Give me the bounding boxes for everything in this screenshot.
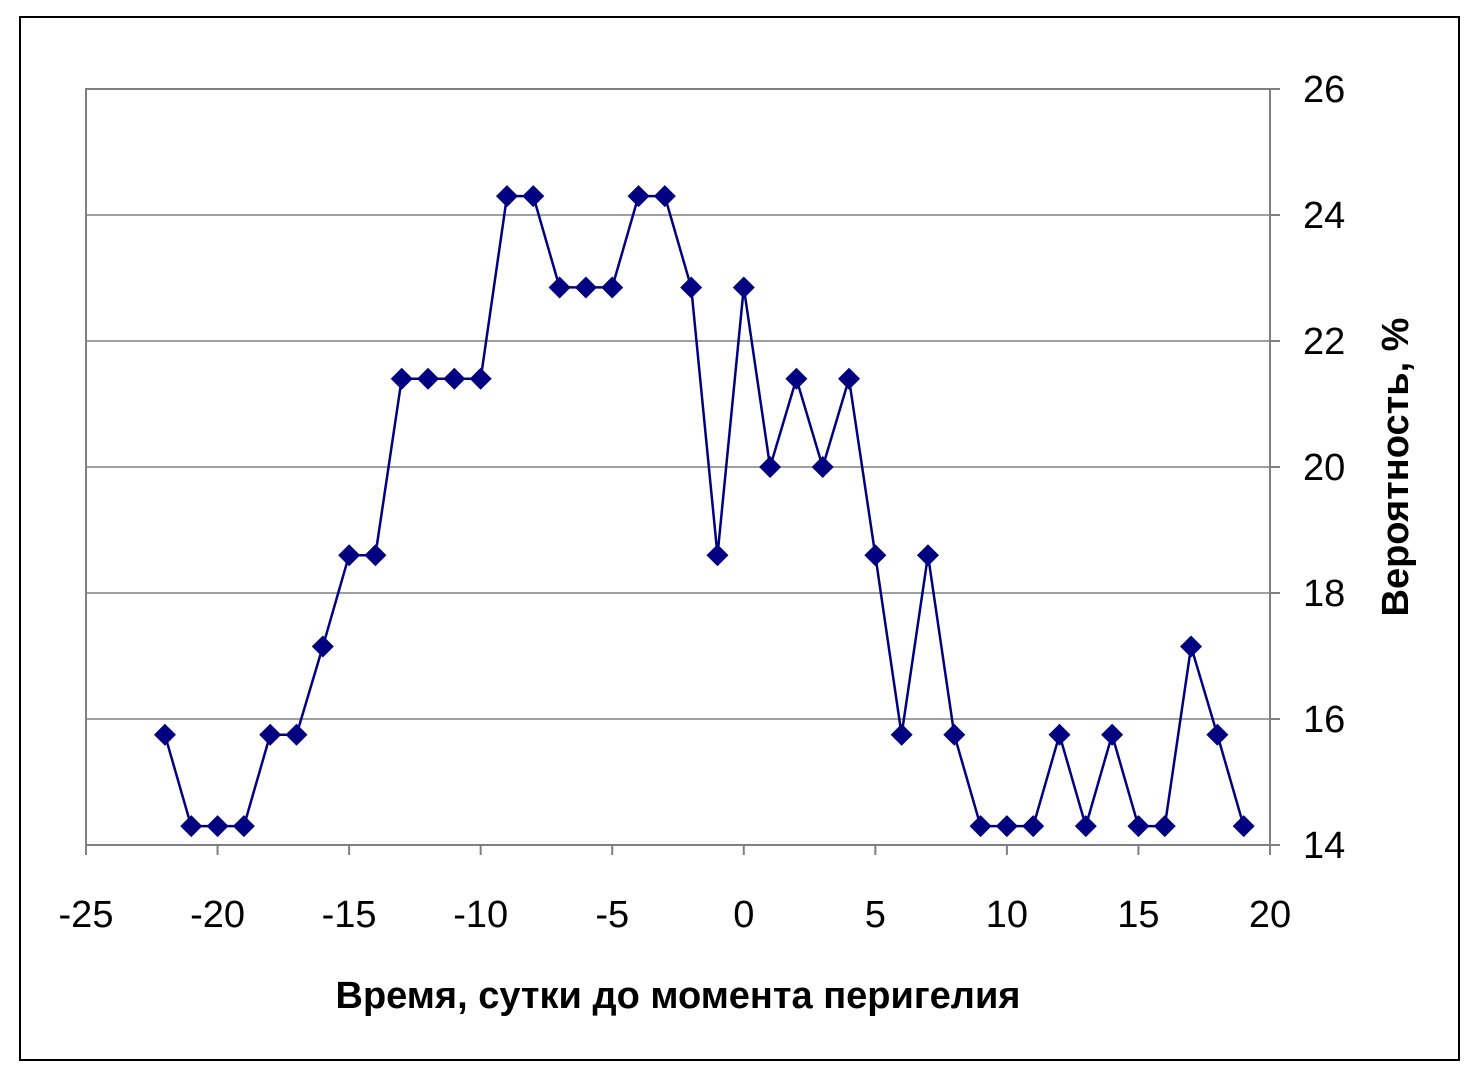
x-axis-title: Время, сутки до момента перигелия [336, 975, 1021, 1017]
y-tick-label-1: 16 [1303, 699, 1345, 741]
data-point [417, 367, 440, 390]
x-tick-label-9: 20 [1249, 894, 1291, 936]
y-axis-title: Вероятность, % [1375, 318, 1417, 617]
data-point [1074, 815, 1097, 838]
data-point [680, 276, 703, 299]
data-point [916, 544, 939, 567]
data-point [259, 723, 282, 746]
data-point [311, 635, 334, 658]
series-line-0 [163, 194, 1245, 831]
data-point [548, 276, 571, 299]
data-point [364, 544, 387, 567]
x-tick-labels: -25 -20 -15 -10 -5 0 5 10 15 20 [59, 894, 1292, 936]
x-tick-label-1: -20 [190, 894, 245, 936]
data-point [732, 276, 755, 299]
x-tick-label-5: 0 [733, 894, 754, 936]
data-point [206, 815, 229, 838]
y-tick-label-3: 20 [1303, 447, 1345, 489]
data-point [890, 723, 913, 746]
data-point [864, 544, 887, 567]
data-point [653, 185, 676, 208]
y-tick-label-2: 18 [1303, 573, 1345, 615]
data-point [1022, 815, 1045, 838]
data-point [390, 367, 413, 390]
data-point [627, 185, 650, 208]
x-tick-label-4: -5 [595, 894, 629, 936]
data-point [338, 544, 361, 567]
data-point [1127, 815, 1150, 838]
data-point [285, 723, 308, 746]
data-point [601, 276, 624, 299]
data-point [1101, 723, 1124, 746]
data-point [1232, 815, 1255, 838]
data-point [759, 456, 782, 478]
data-point [1048, 723, 1071, 746]
data-point [443, 367, 466, 390]
data-point [943, 723, 966, 746]
data-point [785, 367, 808, 390]
data-point [995, 815, 1018, 838]
y-tick-label-5: 24 [1303, 195, 1345, 237]
data-point [1206, 723, 1229, 746]
y-tick-label-0: 14 [1303, 825, 1345, 867]
x-tick-label-8: 15 [1117, 894, 1159, 936]
data-point [469, 367, 492, 390]
y-tick-label-6: 26 [1303, 69, 1345, 111]
x-tick-label-6: 5 [865, 894, 886, 936]
y-tick-labels: 14 16 18 20 22 24 26 [1303, 69, 1345, 867]
axes [85, 88, 1280, 855]
x-tick-label-7: 10 [986, 894, 1028, 936]
data-point [180, 815, 203, 838]
data-point [522, 185, 545, 208]
data-point [1180, 635, 1203, 658]
x-tick-label-2: -15 [322, 894, 377, 936]
x-tick-label-0: -25 [59, 894, 114, 936]
data-point [232, 815, 255, 838]
data-point [1153, 815, 1176, 838]
data-point [969, 815, 992, 838]
data-point [811, 456, 834, 478]
data-point [153, 723, 176, 746]
y-tick-label-4: 22 [1303, 321, 1345, 363]
gridlines [86, 214, 1270, 720]
chart-frame [19, 16, 1460, 1061]
data-series [153, 185, 1255, 838]
data-point [495, 185, 518, 208]
data-point [706, 544, 729, 567]
data-point [574, 276, 597, 299]
x-tick-label-3: -10 [453, 894, 508, 936]
data-point [838, 367, 861, 390]
